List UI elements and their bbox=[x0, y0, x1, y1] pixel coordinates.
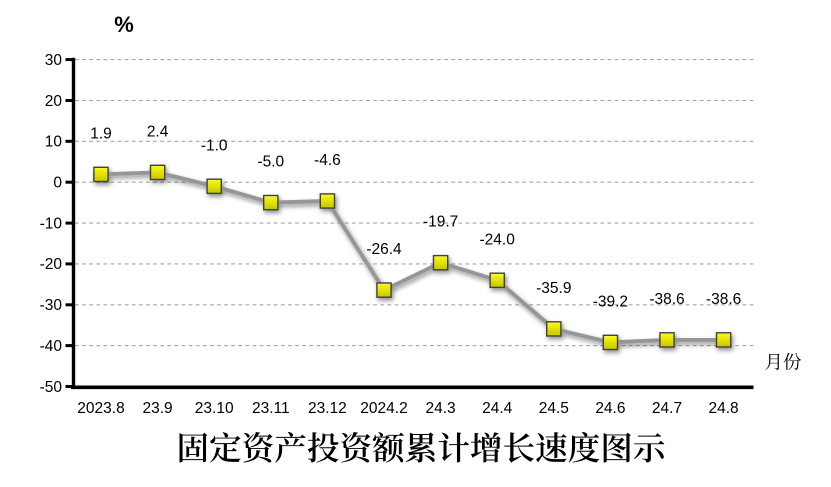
svg-text:%: % bbox=[114, 12, 134, 37]
svg-text:30: 30 bbox=[45, 52, 63, 69]
svg-text:1.9: 1.9 bbox=[90, 125, 112, 142]
svg-text:24.7: 24.7 bbox=[652, 400, 682, 417]
svg-text:24.5: 24.5 bbox=[539, 400, 569, 417]
svg-text:-50: -50 bbox=[40, 379, 63, 396]
svg-text:-39.2: -39.2 bbox=[593, 293, 628, 310]
svg-text:10: 10 bbox=[45, 134, 63, 151]
svg-text:24.6: 24.6 bbox=[595, 400, 625, 417]
svg-text:-1.0: -1.0 bbox=[201, 137, 228, 154]
svg-text:-5.0: -5.0 bbox=[257, 154, 284, 171]
svg-text:-26.4: -26.4 bbox=[366, 241, 402, 258]
svg-text:24.8: 24.8 bbox=[709, 400, 739, 417]
svg-text:-38.6: -38.6 bbox=[649, 291, 684, 308]
svg-text:24.4: 24.4 bbox=[482, 400, 513, 417]
svg-text:-35.9: -35.9 bbox=[536, 280, 571, 297]
svg-text:-20: -20 bbox=[40, 256, 63, 273]
svg-text:2.4: 2.4 bbox=[147, 123, 169, 140]
svg-text:23.12: 23.12 bbox=[308, 400, 347, 417]
svg-text:-40: -40 bbox=[40, 338, 63, 355]
svg-text:23.11: 23.11 bbox=[252, 400, 290, 417]
svg-text:20: 20 bbox=[45, 93, 63, 110]
svg-text:2023.8: 2023.8 bbox=[77, 400, 124, 417]
svg-text:24.3: 24.3 bbox=[426, 400, 456, 417]
svg-text:-38.6: -38.6 bbox=[706, 291, 741, 308]
svg-text:23.9: 23.9 bbox=[143, 400, 173, 417]
svg-text:-19.7: -19.7 bbox=[423, 214, 458, 231]
svg-text:-4.6: -4.6 bbox=[314, 152, 341, 169]
svg-text:0: 0 bbox=[53, 175, 62, 192]
svg-text:-24.0: -24.0 bbox=[480, 231, 516, 248]
svg-text:2024.2: 2024.2 bbox=[360, 400, 407, 417]
svg-text:23.10: 23.10 bbox=[195, 400, 234, 417]
svg-text:-30: -30 bbox=[40, 297, 63, 314]
svg-text:-10: -10 bbox=[40, 215, 63, 232]
